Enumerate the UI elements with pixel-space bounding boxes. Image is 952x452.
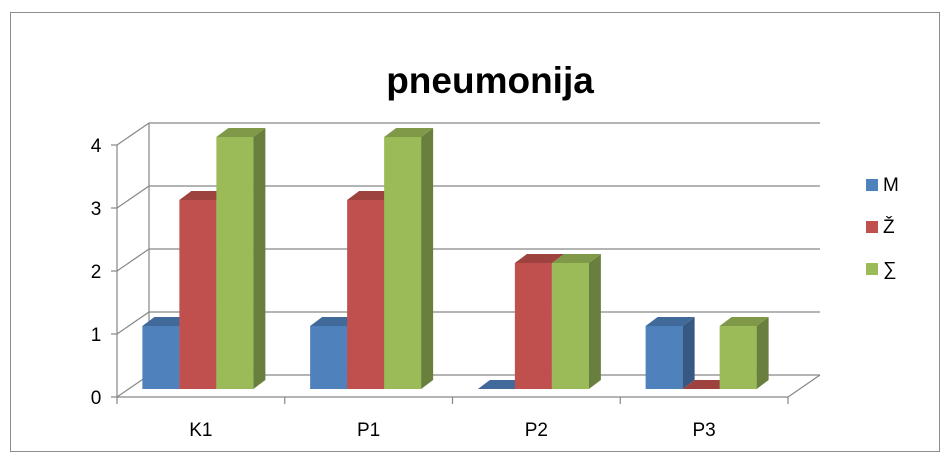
bar-side [756, 317, 769, 389]
bars [142, 128, 769, 389]
bar-top [347, 191, 397, 200]
bar [682, 380, 732, 389]
legend-swatch [866, 179, 878, 191]
x-tick-label: P3 [693, 420, 716, 441]
bar-front [551, 263, 589, 389]
bar-side [421, 128, 434, 389]
bar [719, 317, 769, 389]
bar-top [645, 317, 695, 326]
x-tick-label: P1 [357, 420, 380, 441]
gridline-side [116, 248, 150, 272]
x-tick-label: P2 [525, 420, 548, 441]
bar-side [682, 317, 695, 389]
bar-side [253, 128, 266, 389]
y-tick-label: 0 [91, 388, 102, 409]
legend-item: M [866, 175, 899, 196]
bar-front [310, 326, 348, 389]
x-tick-label: K1 [189, 420, 212, 441]
bar-top [682, 380, 732, 389]
y-tick-label: 1 [91, 325, 102, 346]
legend: MŽ ∑ [866, 175, 899, 280]
bar-top [477, 380, 527, 389]
legend-label: ∑ [883, 259, 897, 280]
legend-label: Ž [883, 216, 895, 238]
y-tick-labels: 0 1 2 3 4 [91, 136, 102, 409]
bar-front [645, 326, 683, 389]
axes [111, 144, 821, 404]
legend-swatch [866, 263, 878, 275]
bar-top [310, 317, 360, 326]
bar-front [347, 200, 385, 389]
bar [477, 380, 527, 389]
y-tick-label: 3 [91, 199, 102, 220]
gridline-side [116, 122, 150, 146]
x-tick-labels: K1 P1 P2 P3 [189, 420, 716, 441]
bar-front [216, 137, 254, 389]
legend-label: M [883, 175, 899, 196]
bar-top [514, 254, 564, 263]
bar [645, 317, 695, 389]
bar [384, 128, 434, 389]
gridline-side [116, 185, 150, 209]
bar-front [142, 326, 180, 389]
gridline-side [116, 311, 150, 335]
bar-side [588, 254, 601, 389]
bar [551, 254, 601, 389]
legend-swatch [866, 221, 878, 233]
chart-title: pneumonija [386, 60, 594, 101]
bar-top [719, 317, 769, 326]
legend-item: ∑ [866, 259, 897, 280]
bar-top [216, 128, 266, 137]
bar-front [384, 137, 422, 389]
bar [216, 128, 266, 389]
y-tick-label: 4 [91, 136, 102, 157]
bar-front [514, 263, 552, 389]
bar-top [179, 191, 229, 200]
bar-front [719, 326, 757, 389]
bar-top [551, 254, 601, 263]
y-tick-label: 2 [91, 262, 102, 283]
bar-top [384, 128, 434, 137]
bar-top [142, 317, 192, 326]
bar-front [179, 200, 217, 389]
legend-item: Ž [866, 216, 895, 238]
